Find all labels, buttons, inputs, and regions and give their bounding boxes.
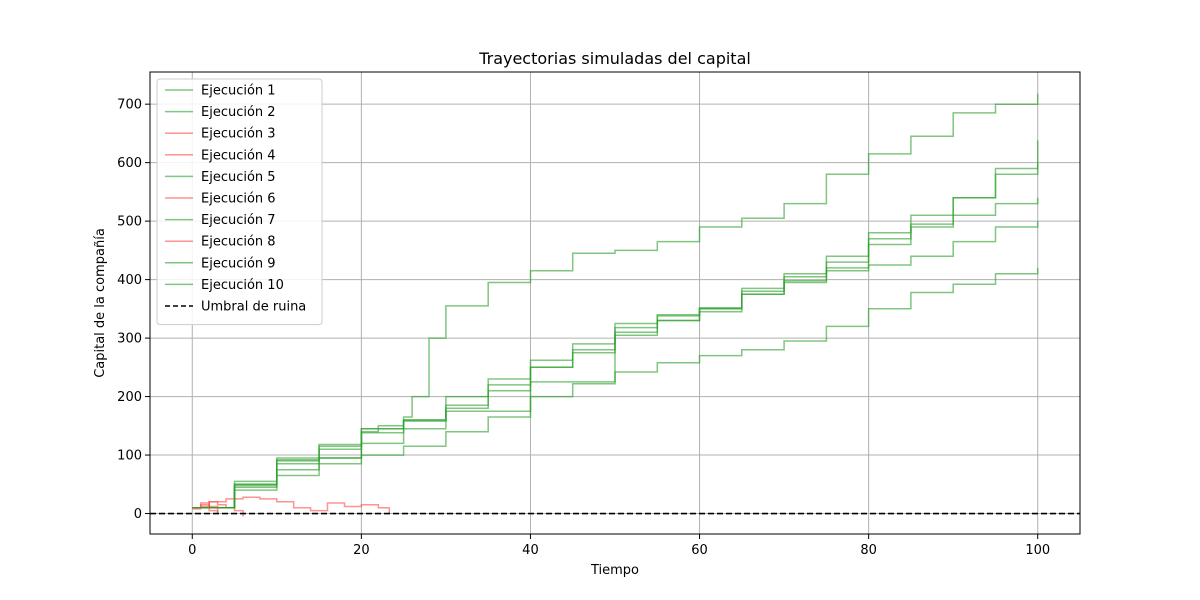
legend-label: Ejecución 2 [201,105,276,120]
y-tick-label: 500 [117,215,142,230]
legend-label: Ejecución 8 [201,235,276,250]
series-line-10 [192,140,1039,509]
y-tick-label: 200 [117,390,142,405]
series-line-4 [192,496,391,514]
x-tick-label: 0 [188,543,196,558]
legend-label: Ejecución 10 [201,278,284,293]
plot-frame [149,71,1081,535]
series-line-5 [192,267,1039,509]
legend-label: Ejecución 3 [201,127,276,142]
legend-box [156,78,323,326]
y-axis-label: Capital de la compañía [93,228,108,378]
chart-title: Trayectorias simuladas del capital [478,49,751,68]
legend-label: Ejecución 6 [201,192,276,207]
legend-label: Ejecución 9 [201,256,276,271]
y-tick-label: 600 [117,156,142,171]
x-tick-label: 20 [353,543,370,558]
x-tick-label: 100 [1025,543,1050,558]
x-tick-label: 60 [691,543,708,558]
series-layer [192,93,1039,517]
y-tick-label: 700 [117,98,142,113]
x-tick-label: 80 [860,543,877,558]
x-axis-label: Tiempo [590,563,639,578]
y-tick-label: 300 [117,332,142,347]
legend-label: Ejecución 5 [201,170,276,185]
legend-label: Ejecución 4 [201,148,276,163]
legend-label: Ejecución 7 [201,213,276,228]
x-tick-label: 40 [522,543,539,558]
y-tick-label: 100 [117,449,142,464]
ticks: 0 20 40 60 80 100 0 100 200 300 400 500 600 700 [117,98,1050,558]
y-tick-label: 400 [117,273,142,288]
legend-label: Umbral de ruina [201,300,306,315]
legend: Ejecución 1 Ejecución 2 Ejecución 3 Ejecuci… [156,78,323,326]
y-tick-label: 0 [134,507,142,522]
legend-label: Ejecución 1 [201,84,276,99]
